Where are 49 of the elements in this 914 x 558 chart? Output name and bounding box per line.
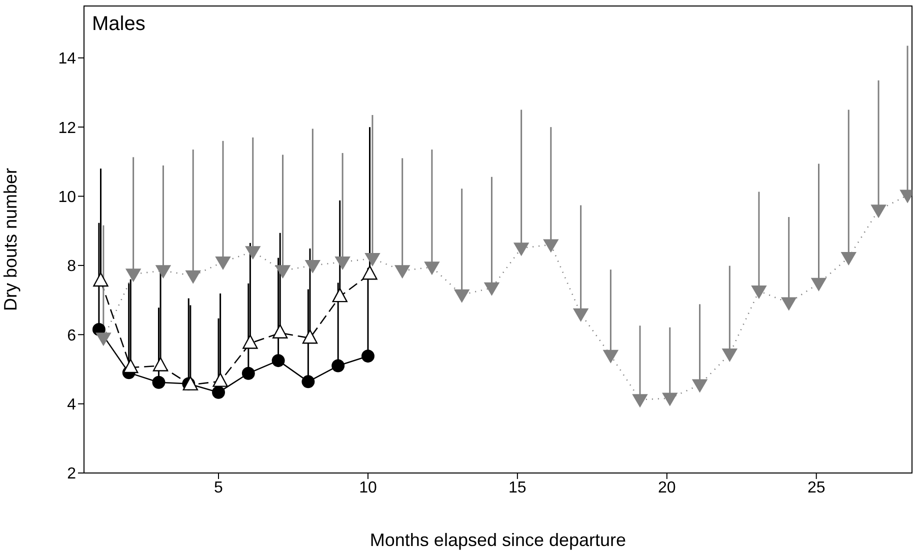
y-tick-label: 6	[67, 327, 76, 344]
x-tick-label: 10	[359, 479, 377, 496]
y-tick-label: 4	[67, 396, 76, 414]
point	[364, 253, 380, 266]
y-tick-label: 10	[58, 188, 76, 206]
point	[275, 265, 290, 278]
point	[394, 265, 410, 278]
point	[212, 386, 226, 399]
point	[332, 359, 345, 372]
y-tick-label: 2	[67, 466, 76, 483]
point	[632, 394, 648, 408]
chart-title: Males	[92, 13, 146, 35]
point	[514, 242, 529, 256]
point	[186, 270, 201, 284]
y-tick-label: 14	[58, 50, 76, 68]
point	[662, 392, 678, 406]
x-tick-label: 20	[658, 479, 676, 496]
point	[603, 350, 618, 363]
point	[454, 289, 470, 302]
point	[871, 204, 886, 218]
y-tick-label: 12	[58, 120, 76, 137]
y-tick-label: 8	[67, 258, 76, 276]
x-axis-title: Months elapsed since departure	[370, 530, 626, 550]
point	[335, 256, 350, 270]
point	[361, 350, 374, 363]
x-tick-label: 15	[508, 479, 526, 496]
point	[272, 354, 285, 368]
point	[484, 282, 500, 296]
point	[751, 286, 766, 299]
point	[543, 239, 558, 252]
point	[126, 268, 141, 282]
point	[242, 366, 255, 380]
point	[781, 297, 796, 310]
point	[722, 348, 738, 362]
point	[692, 379, 708, 392]
x-tick-label: 5	[214, 479, 224, 496]
y-axis-title: Dry bouts number	[0, 168, 20, 312]
point	[811, 278, 826, 291]
point	[156, 265, 171, 278]
point	[215, 256, 230, 270]
x-tick-label: 25	[807, 479, 826, 496]
point	[245, 246, 260, 260]
point	[96, 332, 111, 346]
point	[841, 252, 856, 265]
point	[152, 376, 166, 389]
point	[573, 308, 588, 322]
point	[305, 260, 320, 273]
point	[424, 262, 440, 275]
point	[302, 375, 315, 388]
